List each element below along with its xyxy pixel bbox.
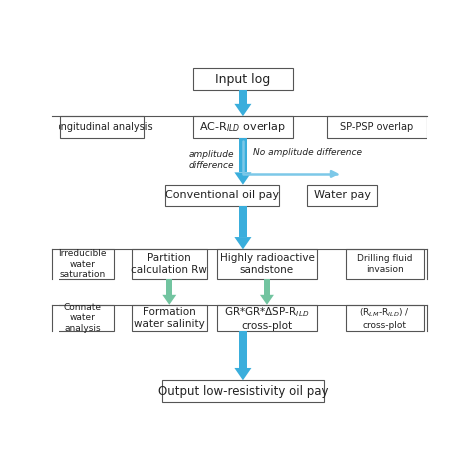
FancyBboxPatch shape (239, 138, 247, 173)
Polygon shape (235, 368, 251, 380)
Text: Water pay: Water pay (314, 191, 371, 201)
FancyBboxPatch shape (132, 305, 207, 331)
FancyBboxPatch shape (60, 116, 144, 138)
FancyBboxPatch shape (264, 279, 270, 295)
Text: Input log: Input log (215, 73, 271, 86)
FancyBboxPatch shape (239, 331, 247, 368)
FancyBboxPatch shape (307, 185, 377, 206)
Text: amplitude
difference: amplitude difference (188, 150, 234, 170)
Text: Irreducible
water
saturation: Irreducible water saturation (58, 249, 107, 279)
FancyBboxPatch shape (166, 279, 173, 295)
Text: GR*GR*ΔSP-R$_{ILD}$
cross-plot: GR*GR*ΔSP-R$_{ILD}$ cross-plot (224, 305, 310, 331)
FancyBboxPatch shape (239, 206, 247, 237)
FancyBboxPatch shape (52, 249, 113, 279)
Polygon shape (235, 237, 251, 249)
FancyBboxPatch shape (192, 116, 293, 138)
FancyBboxPatch shape (192, 68, 293, 90)
Text: Drilling fluid
invasion: Drilling fluid invasion (357, 254, 412, 274)
FancyBboxPatch shape (239, 90, 247, 104)
Text: Connate
water
analysis: Connate water analysis (64, 303, 101, 333)
FancyBboxPatch shape (132, 249, 207, 279)
Text: (R$_{LM}$-R$_{ILD}$) /
cross-plot: (R$_{LM}$-R$_{ILD}$) / cross-plot (359, 306, 410, 329)
FancyBboxPatch shape (346, 305, 423, 331)
Polygon shape (260, 295, 274, 305)
Text: Conventional oil pay: Conventional oil pay (165, 191, 279, 201)
Text: Highly radioactive
sandstone: Highly radioactive sandstone (219, 253, 314, 275)
Text: No amplitude difference: No amplitude difference (253, 148, 362, 157)
FancyBboxPatch shape (346, 249, 423, 279)
FancyBboxPatch shape (217, 305, 317, 331)
Polygon shape (162, 295, 176, 305)
Text: Partition
calculation Rw: Partition calculation Rw (131, 253, 207, 275)
FancyBboxPatch shape (162, 380, 324, 402)
Text: Formation
water salinity: Formation water salinity (134, 307, 205, 329)
Text: Output low-resistivity oil pay: Output low-resistivity oil pay (158, 384, 328, 398)
FancyBboxPatch shape (52, 305, 113, 331)
Polygon shape (235, 173, 251, 185)
Polygon shape (235, 104, 251, 116)
Text: AC-R$_{ILD}$ overlap: AC-R$_{ILD}$ overlap (200, 120, 286, 134)
Text: longitudinal analysis: longitudinal analysis (52, 122, 152, 132)
FancyBboxPatch shape (217, 249, 317, 279)
FancyBboxPatch shape (328, 116, 427, 138)
FancyBboxPatch shape (164, 185, 279, 206)
Text: SP-PSP overlap: SP-PSP overlap (340, 122, 414, 132)
